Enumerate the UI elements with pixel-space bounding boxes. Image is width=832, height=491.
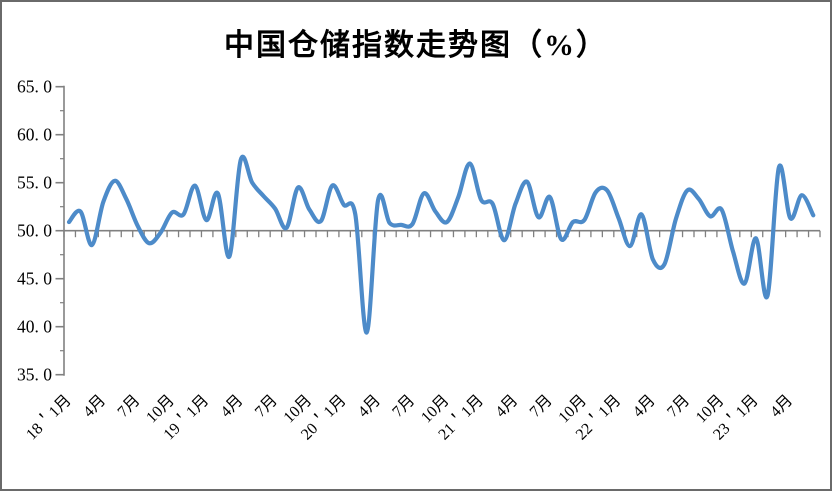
chart-title: 中国仓储指数走势图（%） bbox=[224, 29, 608, 62]
y-axis-tick-label: 35. 0 bbox=[17, 365, 52, 385]
x-axis-tick-label: 7月 bbox=[115, 392, 144, 421]
y-axis-tick-label: 60. 0 bbox=[17, 125, 52, 145]
x-axis-tick-label: 7月 bbox=[664, 392, 693, 421]
x-axis-tick-label: 18＇1月 bbox=[22, 390, 75, 443]
y-axis-tick-label: 55. 0 bbox=[17, 173, 52, 193]
warehousing-index-trend-line bbox=[66, 154, 816, 335]
x-axis-tick-label: 7月 bbox=[527, 392, 556, 421]
x-axis-tick-label: 4月 bbox=[355, 392, 384, 421]
x-axis-tick-label: 7月 bbox=[389, 392, 418, 421]
x-axis-tick-label: 4月 bbox=[630, 392, 659, 421]
x-axis-tick-label: 7月 bbox=[252, 392, 281, 421]
y-axis-tick-label: 50. 0 bbox=[17, 221, 52, 241]
y-axis-tick-label: 45. 0 bbox=[17, 269, 52, 289]
x-axis-tick-label: 4月 bbox=[218, 392, 247, 421]
x-axis-tick-label: 4月 bbox=[767, 392, 796, 421]
x-axis-tick-label: 4月 bbox=[492, 392, 521, 421]
x-axis-tick-label: 4月 bbox=[80, 392, 109, 421]
y-axis-tick-label: 40. 0 bbox=[17, 317, 52, 337]
y-axis-tick-label: 65. 0 bbox=[17, 77, 52, 97]
